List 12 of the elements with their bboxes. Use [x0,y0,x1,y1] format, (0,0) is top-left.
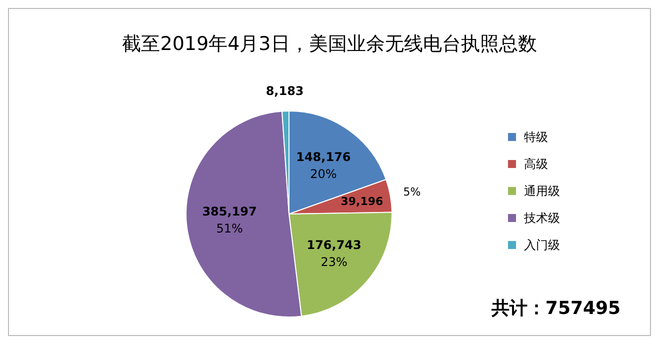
legend-label: 技术级 [523,211,560,225]
legend-label: 通用级 [524,184,560,198]
text: 39,196 5% [340,186,421,208]
data-label: 8,183 [266,84,304,98]
legend-label: 入门级 [524,238,560,252]
text: 共计：757495 [490,298,621,319]
data-label: 176,743 23% [306,238,362,270]
legend-label: 特级 [524,130,548,144]
data-label: 385,197 51% [202,204,257,236]
legend-label: 高级 [524,157,548,171]
data-label: 148,176 20% [296,150,351,182]
chart-title: 截至2019年4月3日，美国业余无线电台执照总数 [122,33,537,55]
